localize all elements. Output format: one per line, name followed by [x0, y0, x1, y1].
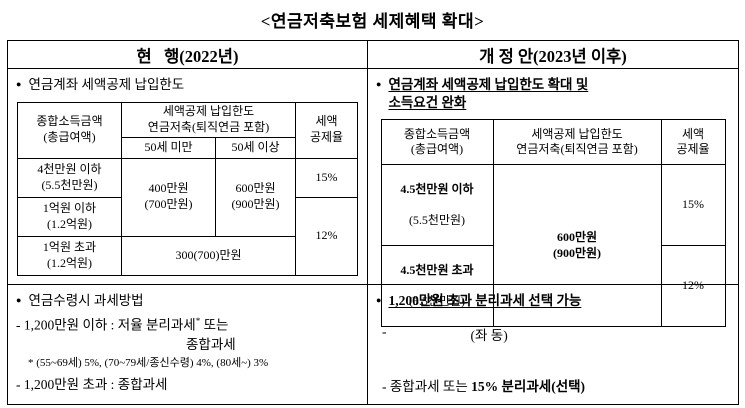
income-row1-sub: (5.5천만원) [408, 212, 466, 227]
cell-limit-row3: 300(700)만원 [121, 235, 296, 276]
cell-income-row2: 1억원 이하 (1.2억원) [17, 196, 122, 237]
income-row1-main: 4.5천만원 이하 [400, 181, 474, 196]
current-deduction-table: 종합소득금액 (총급여액) 세액공제 납입한도 연금저축(퇴직연금 포함) 세액… [17, 101, 358, 276]
col-header-income: 종합소득금액 (총급여액) [380, 119, 494, 166]
bullet-icon: ● [376, 79, 382, 89]
income-row2-main: 4.5천만원 초과 [400, 262, 474, 277]
taxation-line1-text: - 1,200만원 이하 : 저율 분리과세 [16, 317, 196, 333]
revised-column-header: 개 정 안(2023년 이후) [368, 41, 738, 69]
separate-taxation-prefix: - 종합과세 또는 [382, 379, 468, 394]
col-header-limit: 세액공제 납입한도 연금저축(퇴직연금 포함) [492, 119, 662, 166]
cell-rate-15: 15% [295, 157, 358, 198]
col-header-rate: 세액 공제율 [660, 119, 726, 166]
cell-rate-15: 15% [660, 164, 726, 247]
taxation-line2: 종합과세 [186, 336, 236, 352]
cell-income-row1: 4천만원 이하 (5.5천만원) [17, 157, 122, 198]
current-taxation-heading-text: 연금수령시 과세방법 [28, 293, 144, 308]
cell-rate-12: 12% [660, 245, 726, 328]
cell-income-row3: 1억원 초과 (1.2억원) [17, 235, 122, 276]
revised-taxation-heading-text: 1,200만원 초과 분리과세 선택 가능 [388, 293, 582, 308]
taxation-line3: - 1,200만원 초과 : 종합과세 [16, 377, 168, 393]
taxation-line1: - 1,200만원 이하 : 저율 분리과세* 또는 [16, 316, 359, 334]
col-header-over50: 50세 이상 [215, 136, 296, 159]
current-taxation-section: ● 연금수령시 과세방법 - 1,200만원 이하 : 저율 분리과세* 또는 … [8, 285, 368, 404]
dash: - [382, 323, 387, 339]
revised-deduction-table: 종합소득금액 (총급여액) 세액공제 납입한도 연금저축(퇴직연금 포함) 세액… [380, 119, 726, 328]
col-header-rate: 세액 공제율 [295, 101, 358, 159]
current-deduction-section: ● 연금계좌 세액공제 납입한도 종합소득금액 (총급여액) 세액공제 납입한도… [8, 69, 368, 285]
page-title: <연금저축보험 세제혜택 확대> [260, 12, 485, 31]
bullet-icon: ● [376, 295, 382, 305]
revised-deduction-heading-line2: 소득요건 완화 [388, 94, 467, 110]
cell-limit-under50: 400만원 (700만원) [121, 157, 216, 237]
current-deduction-heading: ● 연금계좌 세액공제 납입한도 [16, 76, 359, 94]
cell-limit-over50: 600만원 (900만원) [215, 157, 296, 237]
cell-income-row2: 4.5천만원 초과 (5.5천만원) [380, 245, 494, 328]
income-row2-sub: (5.5천만원) [408, 293, 466, 308]
revised-taxation-section: ● 1,200만원 초과 분리과세 선택 가능 - (좌 동) - 종합과세 또… [368, 285, 738, 404]
revised-deduction-heading-line1: 연금계좌 세액공제 납입한도 확대 및 [388, 77, 589, 92]
revised-taxation-heading: ● 1,200만원 초과 분리과세 선택 가능 [376, 292, 730, 310]
separate-taxation-line: - 종합과세 또는 15% 분리과세(선택) [382, 375, 585, 395]
same-as-left-line: - (좌 동) [376, 324, 730, 344]
col-header-limit-group: 세액공제 납입한도 연금저축(퇴직연금 포함) [121, 101, 296, 138]
col-header-under50: 50세 미만 [121, 136, 216, 159]
current-column-header: 현 행(2022년) [8, 41, 368, 69]
current-deduction-heading-text: 연금계좌 세액공제 납입한도 [28, 77, 185, 92]
separate-taxation-strong: 15% 분리과세(선택) [471, 379, 586, 394]
same-as-left-text: (좌 동) [470, 327, 508, 343]
current-taxation-heading: ● 연금수령시 과세방법 [16, 292, 359, 310]
cell-limit-merged: 600만원 (900만원) [492, 164, 662, 328]
taxation-line1-tail: 또는 [203, 317, 229, 333]
comparison-table: 현 행(2022년) 개 정 안(2023년 이후) ● 연금계좌 세액공제 납… [7, 40, 739, 405]
cell-rate-12: 12% [295, 196, 358, 276]
col-header-income: 종합소득금액 (총급여액) [17, 101, 122, 159]
taxation-footnote: * (55~69세) 5%, (70~79세/종신수령) 4%, (80세~) … [28, 357, 269, 370]
revised-deduction-section: ● 연금계좌 세액공제 납입한도 확대 및 소득요건 완화 종합소득금액 (총급… [368, 69, 738, 328]
bullet-icon: ● [16, 295, 22, 305]
footnote-marker: * [195, 315, 201, 326]
bullet-icon: ● [16, 79, 22, 89]
cell-income-row1: 4.5천만원 이하 (5.5천만원) [380, 164, 494, 247]
revised-deduction-heading: ● 연금계좌 세액공제 납입한도 확대 및 소득요건 완화 [376, 76, 730, 111]
